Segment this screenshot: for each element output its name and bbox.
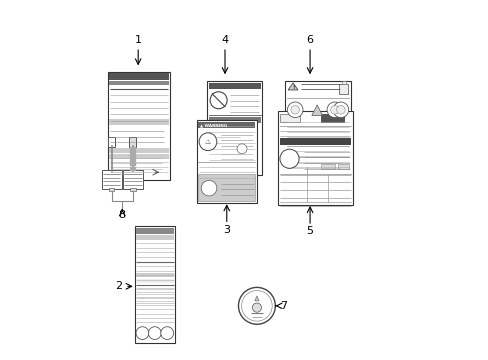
Bar (196, 120, 256, 203)
Text: 1: 1 (134, 35, 142, 45)
Circle shape (287, 102, 303, 118)
Bar (108, 138, 115, 147)
Bar (280, 114, 299, 122)
Text: 6: 6 (306, 35, 313, 45)
Bar (109, 154, 168, 159)
Bar (340, 145, 348, 172)
Text: !: ! (291, 85, 294, 90)
Bar (122, 170, 142, 189)
Circle shape (279, 149, 299, 168)
Circle shape (336, 105, 345, 114)
Text: 7: 7 (279, 301, 286, 311)
Bar (134, 226, 175, 343)
Circle shape (136, 327, 148, 339)
Bar (285, 81, 350, 175)
Bar (136, 235, 174, 240)
Circle shape (252, 303, 261, 312)
Bar (136, 228, 174, 234)
Circle shape (201, 180, 216, 196)
Circle shape (241, 291, 272, 321)
Bar (109, 73, 168, 80)
Bar (129, 138, 136, 147)
Bar (136, 279, 174, 283)
Text: 5: 5 (306, 226, 313, 237)
Polygon shape (311, 105, 322, 116)
Bar (320, 165, 334, 168)
Circle shape (237, 144, 246, 154)
Text: 2: 2 (115, 281, 122, 291)
Bar (207, 81, 262, 175)
Circle shape (161, 327, 173, 339)
Text: ▲ WARNING: ▲ WARNING (200, 123, 227, 127)
Bar (109, 148, 168, 153)
Bar (279, 138, 350, 145)
Bar (198, 122, 255, 128)
Bar (278, 111, 352, 205)
Bar (109, 81, 168, 85)
Circle shape (148, 327, 161, 339)
Bar (108, 188, 114, 192)
Circle shape (332, 102, 348, 118)
Bar (337, 165, 349, 168)
Bar (136, 273, 174, 278)
Text: 8: 8 (119, 211, 125, 220)
Bar (208, 117, 260, 123)
Circle shape (238, 287, 275, 324)
Polygon shape (287, 83, 297, 90)
Text: 3: 3 (223, 225, 230, 235)
Circle shape (210, 92, 226, 109)
Circle shape (199, 133, 216, 150)
Polygon shape (254, 296, 259, 301)
Bar (109, 119, 168, 125)
Bar (320, 114, 343, 122)
Bar (208, 82, 260, 89)
Bar (198, 174, 255, 201)
Circle shape (290, 105, 299, 114)
Circle shape (330, 105, 339, 114)
Bar (248, 294, 264, 302)
Bar (339, 84, 347, 94)
Text: 4: 4 (221, 35, 228, 45)
Bar (108, 72, 170, 180)
Bar (341, 81, 345, 84)
Text: ⚠: ⚠ (204, 139, 211, 145)
Circle shape (326, 102, 342, 118)
Bar (130, 188, 135, 192)
Bar (102, 170, 121, 189)
